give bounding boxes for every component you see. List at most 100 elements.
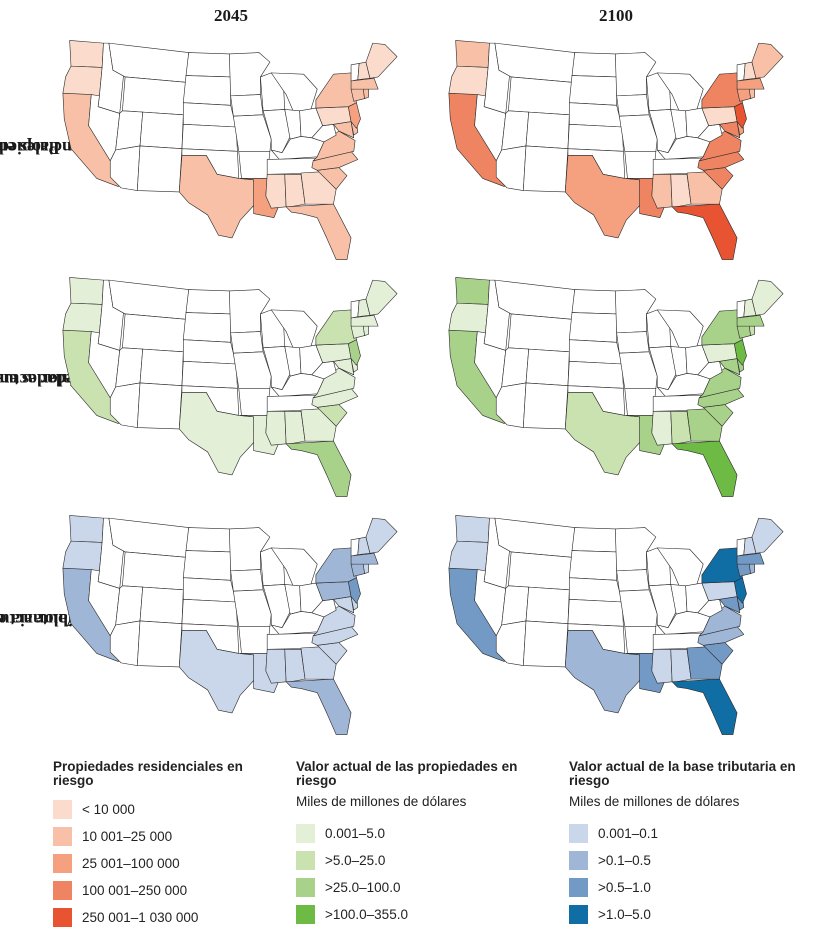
state-ar (238, 626, 271, 654)
state-or (62, 65, 103, 97)
state-mo (233, 114, 272, 152)
state-wa (69, 515, 104, 543)
state-tx (178, 155, 256, 239)
state-ia (616, 94, 650, 117)
state-nm (136, 620, 183, 668)
state-co (525, 586, 570, 624)
us-states-map (448, 515, 784, 735)
state-co (139, 586, 184, 624)
legend-swatch (569, 905, 588, 924)
legend-swatch (53, 800, 72, 819)
state-ks (181, 598, 238, 627)
state-wy (122, 551, 187, 591)
state-mo (619, 589, 658, 627)
state-tx (564, 155, 642, 239)
state-ma (736, 314, 765, 327)
state-al (284, 411, 306, 445)
state-wv (697, 598, 723, 618)
state-or (448, 302, 489, 334)
legend-item: >25.0–100.0 (296, 874, 536, 901)
map-residential-2100 (438, 35, 798, 265)
legend-item: >0.5–1.0 (569, 874, 809, 901)
state-ks (567, 598, 624, 627)
state-ma (736, 552, 765, 565)
state-ne (568, 339, 623, 365)
state-nm (136, 382, 183, 430)
legend-item: 0.001–0.1 (569, 820, 809, 847)
state-ma (350, 552, 379, 565)
state-sd (182, 75, 231, 106)
state-fl (285, 678, 352, 735)
state-ny (315, 309, 357, 346)
legend-title: Propiedades residenciales en riesgo (53, 759, 243, 788)
state-ut (501, 347, 530, 388)
legend-item: 0.001–5.0 (296, 820, 536, 847)
state-ny (701, 72, 743, 109)
state-sd (568, 312, 617, 343)
legend-subtitle: Miles de millones de dólares (296, 794, 467, 809)
state-wa (455, 277, 490, 305)
legend-swatch (296, 905, 315, 924)
column-title-2045: 2045 (214, 6, 248, 25)
state-wa (69, 40, 104, 68)
legend-property-value: Valor actual de las propiedades en riesg… (296, 760, 536, 928)
state-fl (285, 203, 352, 260)
state-me (751, 42, 784, 79)
map-property-value-2100 (438, 272, 798, 502)
state-nd (571, 527, 617, 553)
state-tx (564, 392, 642, 476)
state-ne (182, 102, 237, 128)
map-property-value-2045 (52, 272, 412, 502)
state-co (139, 111, 184, 149)
state-ut (115, 110, 144, 151)
state-ia (230, 331, 264, 354)
state-ar (624, 151, 657, 179)
state-ne (568, 577, 623, 603)
state-sd (182, 550, 231, 581)
state-ms (651, 411, 673, 446)
legend-swatch (296, 824, 315, 843)
state-sd (568, 550, 617, 581)
state-ms (265, 174, 287, 209)
state-al (284, 649, 306, 683)
legend-tax-base: Valor actual de la base tributaria en ri… (569, 760, 809, 928)
legend-swatch (53, 881, 72, 900)
state-wy (508, 313, 573, 353)
legend-swatch (53, 854, 72, 873)
state-sd (182, 312, 231, 343)
state-co (525, 348, 570, 386)
state-nm (136, 145, 183, 193)
state-ut (501, 585, 530, 626)
legend-swatch (296, 851, 315, 870)
state-nd (185, 289, 231, 315)
legend-swatch (569, 878, 588, 897)
map-residential-2045 (52, 35, 412, 265)
legend-swatch (569, 851, 588, 870)
legend-swatch (569, 824, 588, 843)
state-me (365, 42, 398, 79)
state-ms (265, 411, 287, 446)
state-ny (701, 547, 743, 584)
state-nm (522, 145, 569, 193)
state-ia (616, 331, 650, 354)
map-tax-base-2100 (438, 510, 798, 740)
state-nd (571, 289, 617, 315)
state-ms (265, 649, 287, 684)
state-ne (568, 102, 623, 128)
state-ny (315, 547, 357, 584)
state-or (62, 540, 103, 572)
state-ct (736, 324, 751, 339)
state-tx (178, 392, 256, 476)
state-wv (697, 360, 723, 380)
state-ny (315, 72, 357, 109)
state-ct (736, 562, 751, 577)
state-fl (671, 203, 738, 260)
state-mo (619, 114, 658, 152)
state-fl (671, 440, 738, 497)
state-ks (181, 123, 238, 152)
state-ia (616, 569, 650, 592)
state-al (670, 649, 692, 683)
state-ar (624, 388, 657, 416)
